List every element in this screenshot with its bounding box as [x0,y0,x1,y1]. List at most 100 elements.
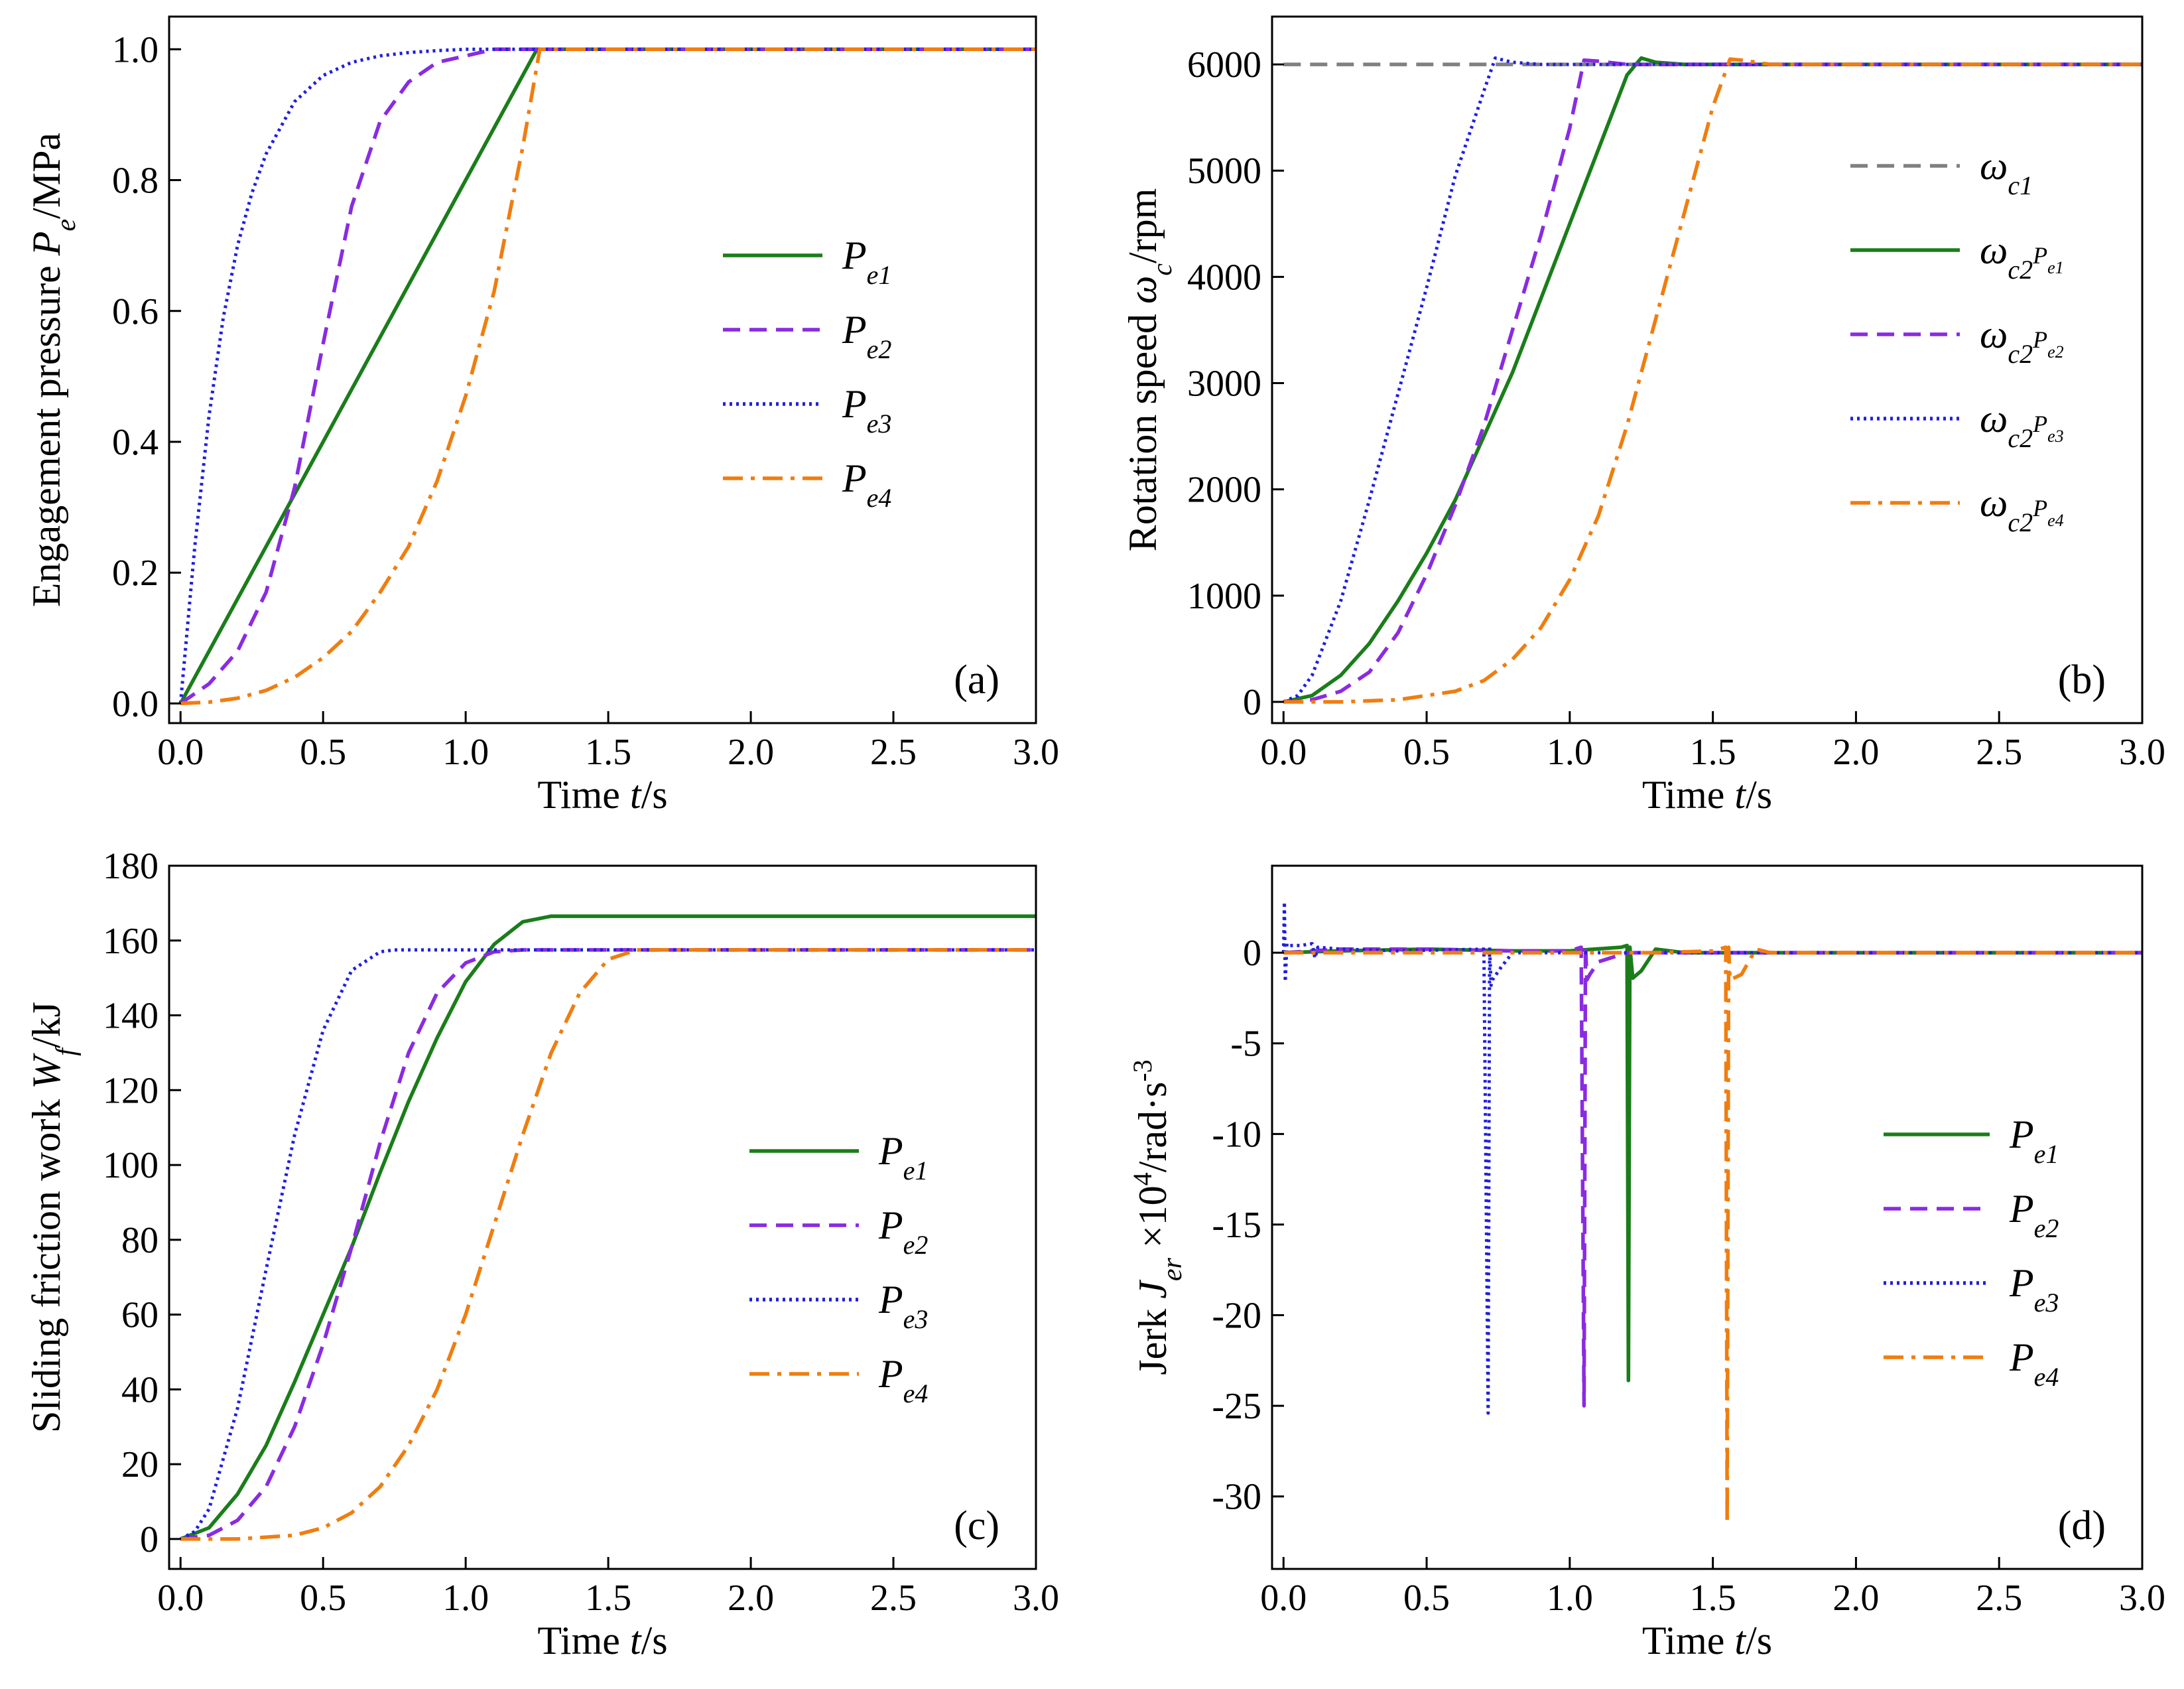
series-line-Pe3 [178,47,1036,704]
x-tick-label: 1.5 [585,732,631,773]
x-tick-label: 0.0 [157,1578,204,1619]
legend-label-ωc2Pe1: ωc2Pe1 [1980,228,2064,285]
y-tick-label: -25 [1212,1386,1261,1427]
series-line-Pe1 [1283,943,2142,1383]
plot-frame [168,15,1037,724]
series-line-Pe4 [180,47,1036,706]
series-line-Pe4 [180,948,1036,1541]
x-tick-label: 0.0 [1260,1578,1307,1619]
y-tick-label: 120 [103,1070,159,1111]
panel-d: 0.0 0.5 1.0 1.5 2.0 2.5 3.0 0 -5 -10 -15 -20 -25 -30 T… [1127,864,2165,1662]
x-tick-label: 2.0 [728,732,774,773]
y-tick-label: 20 [121,1444,159,1485]
x-tick-label: 2.0 [728,1578,774,1619]
y-tick-label: 2000 [1187,470,1261,511]
x-tick-label: 0.5 [300,732,346,773]
legend-label-Pe1: Pe1 [878,1129,928,1185]
legend-label-Pe2: Pe2 [2009,1187,2059,1243]
y-tick-label: 0.8 [112,161,159,202]
x-tick-label: 2.0 [1832,1578,1879,1619]
legend-label-Pe2: Pe2 [842,308,891,364]
y-tick-label: 140 [103,996,159,1037]
x-tick-label: 3.0 [1013,732,1059,773]
x-axis-title: Time t/s [1642,773,1772,817]
y-tick-label: 4000 [1187,257,1261,298]
legend-label-ωc2Pe2: ωc2Pe2 [1980,312,2064,369]
y-tick-label: 0.4 [112,422,159,463]
y-axis-title: Engagement pressure Pe/MPa [25,133,82,607]
y-tick-label: 0.2 [112,553,159,594]
x-tick-label: 0.5 [300,1578,346,1619]
series-line-Pe1 [178,47,1036,705]
legend-label-Pe1: Pe1 [2009,1113,2059,1169]
series-line-Pe3 [180,948,1036,1541]
legend-label-Pe4: Pe4 [2009,1335,2059,1392]
series-line-Pe1 [180,914,1036,1541]
panel-label: (c) [954,1503,999,1548]
y-tick-label: 6000 [1187,44,1261,86]
legend-label-Pe3: Pe3 [2009,1261,2059,1317]
x-axis-title: Time t/s [537,773,667,817]
y-tick-label: 60 [121,1295,159,1336]
legend: ωc1 ωc2Pe1 ωc2Pe2 ωc2Pe3 ωc2Pe4 [1850,144,2064,537]
legend-label-Pe1: Pe1 [842,234,891,290]
legend-label-Pe3: Pe3 [878,1278,928,1334]
panel-c: 0.0 0.5 1.0 1.5 2.0 2.5 3.0 0 20 40 60 80 100 120 140 1… [25,846,1059,1662]
x-axis-title: Time t/s [537,1619,667,1662]
x-tick-label: 0.0 [1260,732,1307,773]
y-tick-label: 5000 [1187,151,1261,192]
y-tick-label: -20 [1212,1296,1261,1337]
x-axis-title: Time t/s [1642,1619,1772,1662]
legend-label-ωc2Pe3: ωc2Pe3 [1980,397,2064,453]
panel-label: (a) [954,657,999,703]
y-axis-title: Sliding friction work Wf/kJ [25,1002,82,1433]
y-tick-label: 40 [121,1369,159,1410]
plot-frame [168,864,1037,1570]
x-tick-label: 1.0 [442,732,489,773]
legend: Pe1 Pe2 Pe3 Pe4 [723,234,891,513]
panel-label: (d) [2058,1503,2106,1548]
x-tick-label: 1.0 [1547,1578,1593,1619]
y-tick-label: -5 [1230,1024,1261,1065]
series-line-Pe4 [1283,945,2142,1526]
series-line-ωc2Pe3 [1283,56,2142,704]
panel-label: (b) [2058,657,2106,703]
series-line-ωc2Pe4 [1283,57,2142,704]
x-tick-label: 2.5 [870,1578,917,1619]
y-tick-label: 3000 [1187,364,1261,405]
legend: Pe1 Pe2 Pe3 Pe4 [749,1129,928,1408]
y-axis-title: Jerk Jer ×104/rad·s-3 [1127,1059,1188,1375]
y-tick-label: 160 [103,921,159,962]
x-tick-label: 1.0 [442,1578,489,1619]
x-tick-label: 1.5 [1690,732,1736,773]
y-tick-label: 1000 [1187,576,1261,617]
series-line-Pe2 [179,47,1036,705]
y-tick-label: 0.6 [112,291,159,332]
x-tick-label: 0.5 [1403,732,1450,773]
x-tick-label: 2.5 [870,732,917,773]
y-tick-label: -30 [1212,1477,1261,1518]
y-axis-title: Rotation speed ωc/rpm [1121,188,1178,552]
x-tick-label: 2.5 [1976,732,2022,773]
y-tick-label: 80 [121,1220,159,1261]
plot-frame [1271,15,2144,724]
panel-a: 0.0 0.5 1.0 1.5 2.0 2.5 3.0 0.0 0.2 0.4 0.6 0.8 1.0 T… [25,15,1059,817]
x-tick-label: 2.0 [1832,732,1879,773]
y-tick-label: 0 [1243,933,1261,974]
x-tick-label: 1.5 [1690,1578,1736,1619]
series-line-ωc2Pe2 [1283,58,2142,704]
y-tick-label: 180 [103,846,159,887]
x-tick-label: 3.0 [2119,1578,2165,1619]
x-tick-label: 3.0 [1013,1578,1059,1619]
legend: Pe1 Pe2 Pe3 Pe4 [1884,1113,2059,1392]
panel-b: 0.0 0.5 1.0 1.5 2.0 2.5 3.0 0 1000 2000 3000 4000 50… [1121,15,2165,817]
series-line-Pe3 [1281,900,2142,1415]
legend-label-Pe4: Pe4 [842,456,891,513]
x-tick-label: 0.0 [157,732,204,773]
y-tick-label: 100 [103,1145,159,1186]
x-tick-label: 0.5 [1403,1578,1450,1619]
y-tick-label: 1.0 [112,29,159,70]
series-line-Pe2 [1283,943,2142,1408]
y-tick-label: 0.0 [112,683,159,724]
